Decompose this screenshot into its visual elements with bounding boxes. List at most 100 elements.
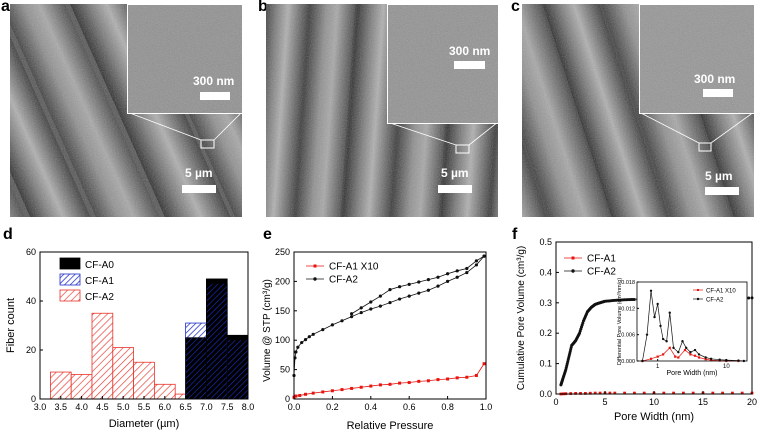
data-point [623,391,626,395]
data-point [436,284,440,288]
inset-data-point [668,346,671,349]
x-tick-label: 1.0 [480,402,493,412]
scale-label-a: 5 µm [185,166,213,180]
data-point [398,381,402,385]
data-point [711,391,715,395]
data-point [407,294,411,298]
inset-data-point [662,353,665,356]
legend-label: CF-A2 [329,275,358,286]
y-tick-label: 0.1 [539,359,552,369]
inset-data-point [649,357,653,360]
bar-cf-a0-top [227,335,248,341]
data-point [740,391,744,395]
inset-data-point [704,358,707,361]
x-tick-label: 5.0 [117,402,130,412]
y-tick-label: 0.4 [539,267,552,277]
y-tick-label: 250 [275,247,290,257]
y-tick-label: 0 [285,394,290,404]
data-point [613,391,617,395]
bar-cf-a2 [70,374,93,400]
inset-data-point [709,357,713,361]
bar-cf-a2 [112,347,135,400]
legend-label: CF-A1 [85,276,114,287]
inset-data-point [681,340,684,343]
bar-cf-a0 [205,278,228,400]
inset-legend-label: CF-A1 X10 [706,288,736,294]
bar-cf-a0 [185,337,207,400]
data-point [407,282,411,286]
y-tick-label: 100 [275,335,290,345]
y-tick-label: 0 [31,394,36,404]
data-point [321,390,325,394]
y-axis-label: Cumulative Pore Volume (cm³/g) [516,246,527,391]
inset-series-line [642,347,739,362]
data-point [359,310,363,315]
inset-x-axis-label: Pore Width (nm) [667,370,718,377]
data-point [465,375,469,379]
legend-marker [313,277,317,281]
series-line [293,255,485,376]
bar-cf-a0 [226,334,249,400]
inset-data-point [665,340,668,343]
data-point [359,306,363,310]
data-point [608,391,612,395]
legend-swatch [59,289,81,302]
y-axis-label: Volume @ STP (cm³/g) [262,279,273,382]
data-point [307,335,311,339]
panel-label-c: c [511,0,520,15]
inset-data-point [718,358,721,361]
data-point [455,275,459,279]
data-point [298,393,302,397]
inset-data-point [653,315,656,319]
inset-data-point [674,355,677,358]
panel-label-d: d [3,226,13,243]
data-point [465,266,469,271]
x-tick-label: 0.0 [288,402,301,412]
plot-frame [293,251,487,400]
inset-data-point [668,311,671,314]
inset-y-tick-label: 0.000 [621,359,635,365]
data-point [294,350,298,354]
inset-data-point [693,354,697,357]
inset-data-point [672,346,675,350]
sem-inset-c [639,4,754,114]
inset-data-point [659,324,662,328]
inset-scale-label-a: 300 nm [193,74,235,88]
data-point [369,384,373,388]
inset-x-tick-label: 10 [723,364,730,370]
x-tick-label: 5 [602,397,607,407]
data-point [388,300,392,305]
data-point [465,270,469,275]
x-axis-label: Diameter (µm) [109,418,180,430]
data-point [300,340,304,345]
legend-label: CF-A0 [85,260,114,271]
y-tick-label: 0.0 [539,389,552,399]
inset-frame [636,281,748,362]
legend-marker [571,256,575,260]
inset-data-point [656,355,659,358]
inset-data-point [737,359,740,362]
data-point [574,391,577,395]
inset-legend-label: CF-A2 [706,297,724,303]
data-point [369,300,373,304]
data-point [446,279,450,283]
data-point [446,377,450,381]
inset-data-point [689,353,692,356]
data-point [294,394,298,398]
inset-data-point [656,302,659,306]
data-point [598,391,602,395]
data-point [330,323,334,327]
x-tick-label: 0.2 [326,402,339,412]
x-tick-label: 3.0 [34,402,47,412]
data-point [482,362,486,366]
legend-swatch [59,257,81,270]
data-point [350,312,354,316]
data-point [474,263,478,267]
y-tick-label: 0.2 [539,328,552,338]
sem-inset-a [127,4,242,114]
inset-scale-bar-c [703,89,733,97]
bar-cf-a0-top [206,278,228,284]
data-point [642,391,646,395]
data-point [330,389,334,393]
x-tick-label: 5.5 [138,402,151,412]
